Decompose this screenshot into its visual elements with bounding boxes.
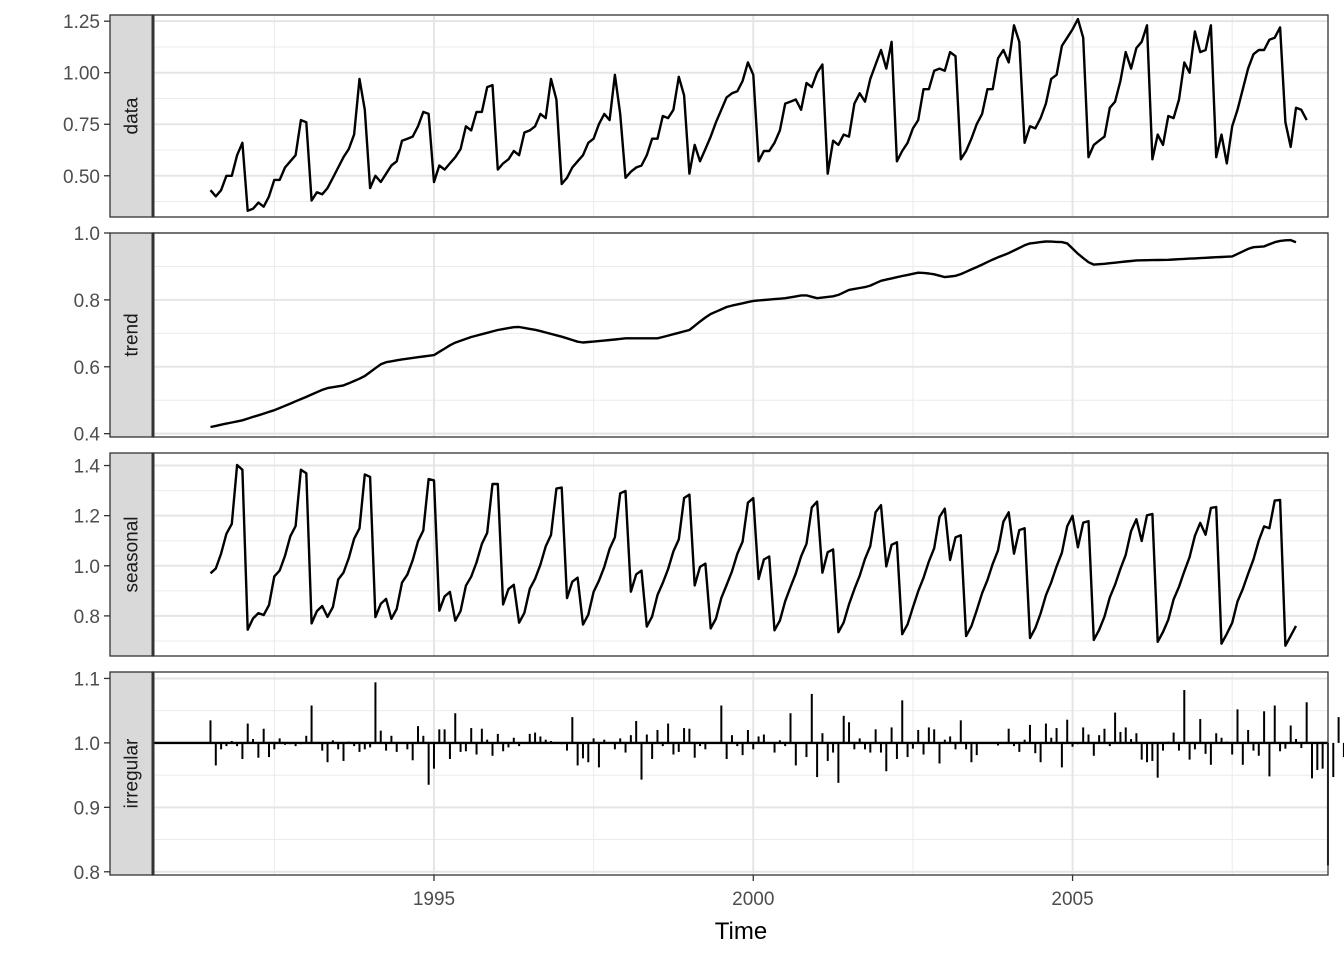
panel-background <box>153 15 1328 217</box>
y-tick-label: 0.6 <box>74 358 100 379</box>
strip-label-trend: trend <box>122 313 143 356</box>
y-tick-label: 1.4 <box>74 457 101 478</box>
y-tick-label: 0.75 <box>63 115 100 136</box>
x-tick-label: 2005 <box>1051 889 1093 910</box>
x-tick-label: 1995 <box>413 889 455 910</box>
panel-trend: trend 0.4 0.6 0.8 1.0 <box>74 224 1329 446</box>
y-tick-label: 0.8 <box>74 607 100 628</box>
x-tick-label: 2000 <box>732 889 774 910</box>
panel-seasonal: seasonal 0.8 1.0 1.2 1.4 <box>74 452 1329 657</box>
y-tick-label: 1.2 <box>74 507 100 528</box>
strip-label-data: data <box>122 97 143 134</box>
y-tick-label: 0.50 <box>63 167 100 188</box>
seasonal-series-line <box>209 463 1298 647</box>
y-tick-label: 1.00 <box>63 64 100 85</box>
y-tick-label: 1.0 <box>74 734 100 755</box>
x-axis-title: Time <box>715 918 767 945</box>
x-axis: 1995 2000 2005 <box>413 875 1094 910</box>
y-tick-label: 0.9 <box>74 798 100 819</box>
trend-series-line <box>210 238 1297 429</box>
strip-seasonal <box>109 452 154 657</box>
y-tick-label: 0.8 <box>74 291 100 312</box>
panels-layer: data0.500.751.001.25trend0.40.60.81.0sea… <box>63 12 1344 884</box>
y-tick-label: 1.1 <box>74 669 100 690</box>
panel-background <box>153 453 1328 656</box>
panel-data: data 0.50 0.75 1.00 1.25 <box>63 12 1329 218</box>
strip-data <box>109 14 154 218</box>
panel-background <box>153 672 1328 875</box>
strip-irregular <box>109 671 154 876</box>
y-tick-label: 1.25 <box>63 12 100 33</box>
strip-label-irregular: irregular <box>122 738 143 808</box>
strip-label-seasonal: seasonal <box>122 516 143 592</box>
panel-irregular: irregular 0.8 0.9 1.0 1.1 <box>74 669 1344 884</box>
y-tick-label: 1.0 <box>74 557 100 578</box>
y-tick-label: 1.0 <box>74 224 100 245</box>
data-series-line <box>209 17 1308 212</box>
y-tick-label: 0.4 <box>74 425 101 446</box>
panel-background <box>153 233 1328 437</box>
y-tick-label: 0.8 <box>74 863 100 884</box>
